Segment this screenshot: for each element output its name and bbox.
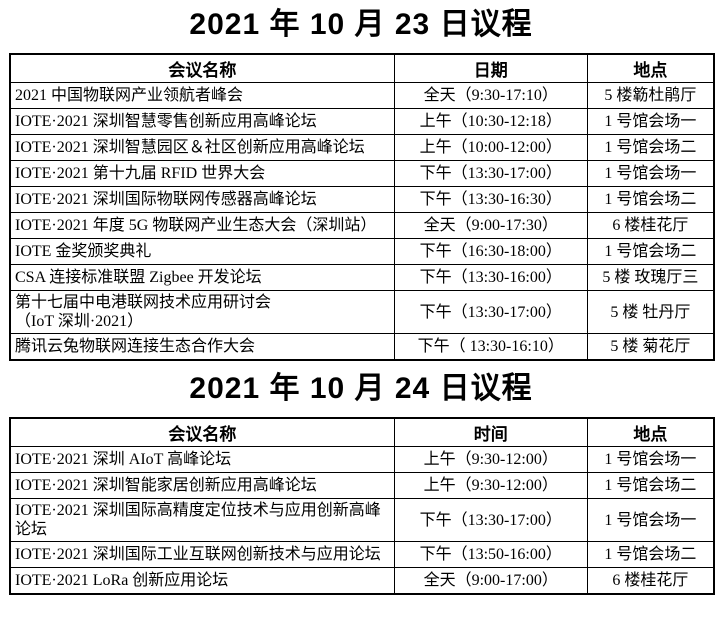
column-header-time: 时间 — [393, 417, 588, 447]
agenda-table-oct24: 会议名称 时间 地点 IOTE·2021 深圳 AIoT 高峰论坛 上午（9:3… — [9, 417, 715, 595]
event-name-cell: IOTE·2021 深圳国际高精度定位技术与应用创新高峰论坛 — [9, 498, 395, 542]
event-name-cell: IOTE·2021 深圳 AIoT 高峰论坛 — [9, 446, 395, 473]
section-title-oct23: 2021 年 10 月 23 日议程 — [189, 8, 533, 41]
event-time-cell: 下午（13:30-16:00） — [393, 264, 588, 291]
event-name-cell: IOTE·2021 深圳智慧零售创新应用高峰论坛 — [9, 108, 395, 135]
column-header-location: 地点 — [586, 53, 715, 83]
event-location-cell: 1 号馆会场二 — [586, 238, 715, 265]
event-name-cell: IOTE·2021 深圳智能家居创新应用高峰论坛 — [9, 472, 395, 499]
event-location-cell: 6 楼桂花厅 — [586, 212, 715, 239]
event-time-cell: 上午（10:00-12:00） — [393, 134, 588, 161]
event-location-cell: 5 楼 牡丹厅 — [586, 290, 715, 334]
event-time-cell: 全天（9:00-17:00） — [393, 567, 588, 595]
table-row: IOTE·2021 深圳智能家居创新应用高峰论坛 上午（9:30-12:00） … — [9, 472, 715, 499]
event-time-cell: 上午（10:30-12:18） — [393, 108, 588, 135]
event-name-cell: IOTE·2021 深圳智慧园区＆社区创新应用高峰论坛 — [9, 134, 395, 161]
event-location-cell: 5 楼 玫瑰厅三 — [586, 264, 715, 291]
event-time-cell: 全天（9:30-17:10） — [393, 82, 588, 109]
event-time-cell: 下午（16:30-18:00） — [393, 238, 588, 265]
table-row: CSA 连接标准联盟 Zigbee 开发论坛 下午（13:30-16:00） 5… — [9, 264, 715, 291]
column-header-meeting-name: 会议名称 — [9, 417, 395, 447]
event-time-cell: 下午（13:30-17:00） — [393, 290, 588, 334]
event-time-cell: 全天（9:00-17:30） — [393, 212, 588, 239]
table-row: IOTE·2021 深圳国际工业互联网创新技术与应用论坛 下午（13:50-16… — [9, 541, 715, 568]
table-row: IOTE·2021 第十九届 RFID 世界大会 下午（13:30-17:00）… — [9, 160, 715, 187]
table-header-row: 会议名称 时间 地点 — [9, 417, 715, 447]
event-location-cell: 1 号馆会场一 — [586, 108, 715, 135]
event-location-cell: 1 号馆会场二 — [586, 541, 715, 568]
table-row: IOTE·2021 年度 5G 物联网产业生态大会（深圳站） 全天（9:00-1… — [9, 212, 715, 239]
event-time-cell: 下午（ 13:30-16:10） — [393, 333, 588, 361]
agenda-table-oct23: 会议名称 日期 地点 2021 中国物联网产业领航者峰会 全天（9:30-17:… — [9, 53, 715, 361]
column-header-date: 日期 — [393, 53, 588, 83]
column-header-meeting-name: 会议名称 — [9, 53, 395, 83]
event-location-cell: 1 号馆会场二 — [586, 134, 715, 161]
table-row: IOTE·2021 深圳智慧零售创新应用高峰论坛 上午（10:30-12:18）… — [9, 108, 715, 135]
table-row: IOTE·2021 深圳国际高精度定位技术与应用创新高峰论坛 下午（13:30-… — [9, 498, 715, 542]
event-name-cell: 第十七届中电港联网技术应用研讨会 （IoT 深圳·2021） — [9, 290, 395, 334]
section-title-oct24: 2021 年 10 月 24 日议程 — [189, 372, 533, 405]
event-location-cell: 1 号馆会场一 — [586, 446, 715, 473]
event-name-cell: IOTE·2021 LoRa 创新应用论坛 — [9, 567, 395, 595]
event-time-cell: 上午（9:30-12:00） — [393, 446, 588, 473]
event-time-cell: 下午（13:30-17:00） — [393, 160, 588, 187]
table-row: IOTE·2021 深圳国际物联网传感器高峰论坛 下午（13:30-16:30）… — [9, 186, 715, 213]
agenda-page: 2021 年 10 月 23 日议程 会议名称 日期 地点 2021 中国物联网… — [0, 6, 722, 595]
event-location-cell: 1 号馆会场二 — [586, 186, 715, 213]
table-row: 2021 中国物联网产业领航者峰会 全天（9:30-17:10） 5 楼簕杜鹃厅 — [9, 82, 715, 109]
table-row: 腾讯云兔物联网连接生态合作大会 下午（ 13:30-16:10） 5 楼 菊花厅 — [9, 333, 715, 361]
event-name-cell: IOTE 金奖颁奖典礼 — [9, 238, 395, 265]
table-header-row: 会议名称 日期 地点 — [9, 53, 715, 83]
event-name-cell: IOTE·2021 年度 5G 物联网产业生态大会（深圳站） — [9, 212, 395, 239]
event-name-cell: CSA 连接标准联盟 Zigbee 开发论坛 — [9, 264, 395, 291]
event-time-cell: 下午（13:50-16:00） — [393, 541, 588, 568]
column-header-location: 地点 — [586, 417, 715, 447]
event-name-cell: 2021 中国物联网产业领航者峰会 — [9, 82, 395, 109]
table-row: IOTE·2021 深圳智慧园区＆社区创新应用高峰论坛 上午（10:00-12:… — [9, 134, 715, 161]
event-location-cell: 1 号馆会场一 — [586, 498, 715, 542]
event-location-cell: 1 号馆会场一 — [586, 160, 715, 187]
event-time-cell: 上午（9:30-12:00） — [393, 472, 588, 499]
agenda-section-oct24: 2021 年 10 月 24 日议程 会议名称 时间 地点 IOTE·2021 … — [0, 370, 722, 595]
event-location-cell: 5 楼簕杜鹃厅 — [586, 82, 715, 109]
table-row: IOTE·2021 深圳 AIoT 高峰论坛 上午（9:30-12:00） 1 … — [9, 446, 715, 473]
event-time-cell: 下午（13:30-17:00） — [393, 498, 588, 542]
event-location-cell: 6 楼桂花厅 — [586, 567, 715, 595]
agenda-section-oct23: 2021 年 10 月 23 日议程 会议名称 日期 地点 2021 中国物联网… — [0, 6, 722, 361]
event-location-cell: 1 号馆会场二 — [586, 472, 715, 499]
event-name-cell: IOTE·2021 深圳国际物联网传感器高峰论坛 — [9, 186, 395, 213]
event-name-cell: 腾讯云兔物联网连接生态合作大会 — [9, 333, 395, 361]
table-row: IOTE·2021 LoRa 创新应用论坛 全天（9:00-17:00） 6 楼… — [9, 567, 715, 595]
event-name-cell: IOTE·2021 深圳国际工业互联网创新技术与应用论坛 — [9, 541, 395, 568]
event-time-cell: 下午（13:30-16:30） — [393, 186, 588, 213]
table-row: 第十七届中电港联网技术应用研讨会 （IoT 深圳·2021） 下午（13:30-… — [9, 290, 715, 334]
event-location-cell: 5 楼 菊花厅 — [586, 333, 715, 361]
event-name-cell: IOTE·2021 第十九届 RFID 世界大会 — [9, 160, 395, 187]
table-row: IOTE 金奖颁奖典礼 下午（16:30-18:00） 1 号馆会场二 — [9, 238, 715, 265]
